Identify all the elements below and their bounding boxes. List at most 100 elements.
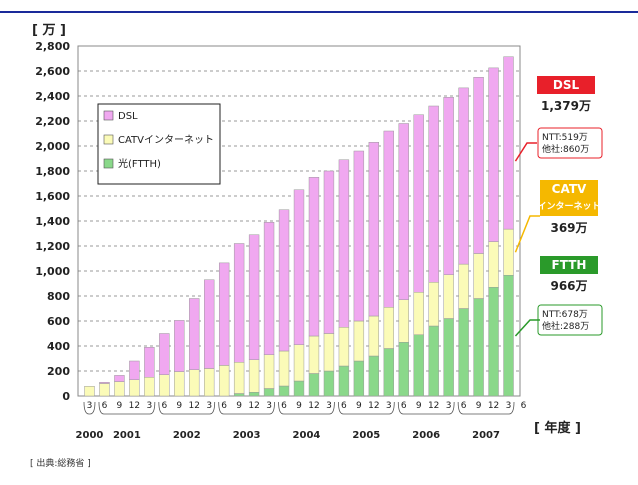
y-tick-label: 1,200 — [35, 240, 70, 253]
x-tick-label: 6 — [341, 401, 347, 411]
callout-badge — [540, 256, 598, 274]
bar-segment — [233, 362, 245, 394]
x-tick-label: 6 — [221, 401, 227, 411]
bar-segment — [263, 354, 275, 389]
legend-label: 光(FTTH) — [118, 157, 161, 170]
x-tick-label: 6 — [401, 401, 407, 411]
year-label: 2000 — [76, 430, 104, 441]
bar-segment — [174, 371, 185, 397]
bar-segment — [338, 159, 350, 328]
year-bracket — [98, 401, 156, 415]
callout-badge — [540, 180, 598, 216]
bar-segment — [383, 348, 394, 397]
bar-segment — [473, 298, 484, 397]
y-tick-label: 1,800 — [35, 165, 70, 178]
bar-segment — [368, 355, 380, 397]
callout-subtitle: インターネット — [537, 200, 600, 212]
year-bracket — [83, 401, 96, 415]
callout-title: DSL — [553, 78, 580, 92]
bar-segment — [488, 67, 499, 242]
x-tick-label: 12 — [189, 401, 200, 411]
top-rule — [0, 11, 638, 13]
y-tick-label: 2,200 — [35, 115, 70, 128]
x-tick-label: 6 — [461, 401, 467, 411]
year-label: 2005 — [352, 430, 380, 441]
bar-segment — [353, 320, 365, 362]
year-bracket — [218, 401, 275, 415]
bar-segment — [413, 334, 424, 397]
callout-value: 369万 — [550, 221, 587, 235]
bar-segment — [503, 228, 514, 276]
bar-segment — [99, 383, 110, 397]
bar-segment — [398, 299, 409, 343]
x-axis-label: [ 年度 ] — [534, 420, 581, 436]
x-tick-label: 12 — [248, 401, 259, 411]
bar-segment — [443, 318, 454, 397]
bar-segment — [383, 307, 394, 349]
bar-segment — [248, 359, 260, 393]
y-tick-label: 0 — [62, 390, 70, 403]
callout-detail: NTT:678万 — [542, 310, 588, 320]
bar-segment — [443, 274, 454, 319]
bar-segment — [174, 320, 185, 372]
x-tick-label: 6 — [521, 401, 527, 411]
bar-segment — [428, 325, 439, 397]
plot-area: 0 200 400 600 800 1,000 1,200 1,400 1,600 1,800 2,… — [35, 40, 603, 441]
bar-segment — [473, 253, 484, 299]
legend-label: DSL — [118, 111, 138, 122]
x-tick-label: 3 — [326, 401, 332, 411]
bar-segment — [398, 342, 409, 397]
bar-segment — [84, 386, 95, 397]
callout-catv: CATV インターネット 369万 — [514, 180, 601, 253]
x-tick-label: 3 — [446, 401, 452, 411]
bar-segment — [144, 347, 155, 378]
y-tick-label: 2,600 — [35, 65, 70, 78]
bar-segment — [129, 379, 140, 397]
bar-segment — [159, 374, 170, 397]
x-tick-label: 12 — [428, 401, 439, 411]
legend-label: CATVインターネット — [118, 134, 214, 146]
y-tick-label: 200 — [47, 365, 70, 378]
bar-segment — [159, 333, 170, 375]
callout-detail: 他社:860万 — [542, 143, 589, 155]
bar-segment — [428, 105, 439, 283]
year-label: 2006 — [412, 430, 440, 441]
year-label: 2001 — [113, 430, 141, 441]
bar-segment — [308, 335, 320, 374]
bar-segment — [263, 388, 275, 397]
year-bracket — [338, 401, 395, 415]
bar-segment — [458, 87, 469, 265]
bar-segment — [458, 263, 469, 309]
bar-segment — [278, 350, 290, 387]
bar-segment — [263, 222, 275, 355]
bar-segment — [233, 393, 245, 397]
callout-detail: 他社:288万 — [542, 320, 589, 332]
year-label: 2002 — [173, 430, 201, 441]
bar-segment — [248, 234, 260, 360]
bar-segment — [383, 130, 394, 308]
bar-segment — [413, 292, 424, 335]
y-tick-label: 1,600 — [35, 190, 70, 203]
year-bracket — [278, 401, 335, 415]
bar-segment — [144, 377, 155, 397]
bar-segment — [218, 365, 230, 397]
bar-segment — [114, 375, 125, 382]
bar-segment — [443, 97, 454, 275]
y-tick-label: 2,000 — [35, 140, 70, 153]
callout-connector — [514, 215, 540, 253]
y-tick-label: 800 — [47, 290, 70, 303]
bar-segment — [293, 344, 305, 382]
bar-segment — [278, 385, 290, 397]
callout-title: FTTH — [552, 258, 587, 272]
y-tick-label: 600 — [47, 315, 70, 328]
bar-segment — [368, 315, 380, 357]
x-tick-label: 9 — [476, 401, 482, 411]
callout-connector — [514, 142, 537, 162]
legend-box — [97, 103, 221, 185]
bar-segment — [323, 370, 335, 397]
x-tick-label: 9 — [416, 401, 422, 411]
bar-segment — [368, 142, 380, 317]
bar-segment — [488, 241, 499, 288]
